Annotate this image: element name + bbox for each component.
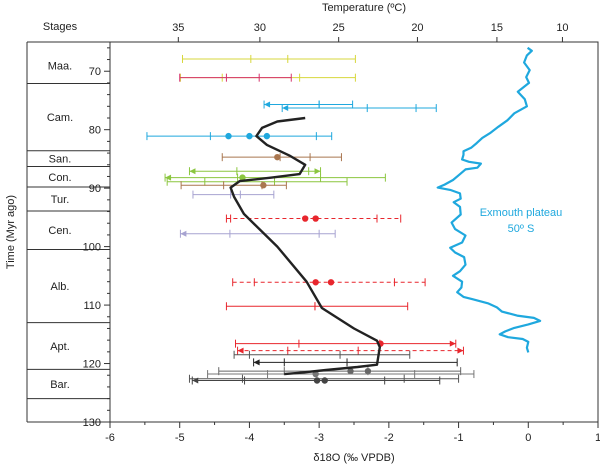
range-dot: [302, 215, 309, 222]
range-dot: [246, 132, 253, 140]
range-bar: [221, 153, 342, 162]
range-arrow-left: [192, 377, 199, 384]
temp-tick-label: 30: [254, 22, 266, 34]
range-bar: [207, 370, 475, 379]
temperature-axis: 35 30 25 20 15 10: [172, 22, 569, 42]
temp-tick-label: 15: [491, 22, 503, 34]
range-bar: [179, 229, 336, 238]
range-bar: [253, 358, 458, 367]
range-arrow-right: [449, 340, 456, 347]
range-dot: [312, 279, 319, 286]
top-axis-title: Temperature (ºC): [322, 2, 406, 14]
y-tick-label: 100: [83, 242, 101, 254]
range-bar: [182, 54, 356, 63]
curves: [229, 46, 542, 376]
range-arrow-left: [253, 359, 260, 366]
stage-label: Maa.: [48, 61, 72, 73]
y-tick-label: 80: [89, 125, 101, 137]
range-bar: [188, 167, 322, 176]
y-axis: 70 80 90 100 110 120 130: [83, 47, 110, 429]
range-bar: [146, 132, 333, 141]
stage-label: San.: [49, 154, 72, 166]
range-arrow-right: [314, 168, 321, 175]
range-bar: [234, 339, 457, 348]
exmouth-plateau-curve: [436, 46, 542, 353]
range-dot: [260, 182, 267, 189]
y-tick-label: 130: [83, 417, 101, 429]
range-bar: [166, 177, 348, 186]
y-tick-label: 90: [89, 183, 101, 195]
range-arrow-left: [189, 168, 196, 175]
stage-label: Cen.: [48, 225, 71, 237]
stage-label: Con.: [48, 172, 71, 184]
stage-column: Stages Maa. Cam. San. Con. Tur. Cen. Alb. Apt. B…: [26, 21, 110, 423]
y-tick-label: 110: [83, 300, 101, 312]
x-tick-label: 0: [525, 432, 531, 444]
range-bar: [263, 100, 354, 109]
range-bar: [179, 73, 292, 82]
x-tick-label: -5: [175, 432, 185, 444]
range-bar: [232, 278, 426, 287]
stage-label: Cam.: [47, 112, 73, 124]
temp-tick-label: 25: [333, 22, 345, 34]
stages-header: Stages: [43, 21, 78, 33]
range-dot: [239, 174, 246, 181]
range-bar: [281, 104, 437, 113]
x-tick-label: -1: [454, 432, 464, 444]
stage-label: Bar.: [50, 379, 70, 391]
x-axis-title: δ18O (‰ VPDB): [313, 452, 394, 464]
x-tick-label: -4: [245, 432, 255, 444]
range-dot: [274, 153, 281, 161]
range-arrow-right: [457, 347, 464, 354]
range-dot: [312, 370, 319, 378]
range-dot: [225, 132, 232, 140]
range-dot: [312, 215, 319, 222]
x-tick-label: 1: [595, 432, 600, 444]
temperature-trend-curve: [229, 116, 381, 376]
x-tick-label: -2: [384, 432, 394, 444]
curve-label-line1: Exmouth plateau: [480, 207, 563, 219]
range-dot: [364, 367, 372, 375]
x-tick-label: -3: [314, 432, 324, 444]
y-tick-label: 120: [83, 359, 101, 371]
x-tick-label: -6: [105, 432, 115, 444]
range-dot: [327, 279, 335, 286]
temp-tick-label: 35: [172, 22, 184, 34]
range-bar: [233, 350, 411, 359]
range-bar: [225, 214, 402, 223]
data-ranges: [146, 54, 475, 385]
temp-tick-label: 10: [556, 22, 568, 34]
range-bar: [191, 376, 441, 385]
stage-label: Tur.: [51, 194, 70, 206]
range-arrow-left: [264, 101, 271, 108]
range-arrow-left: [237, 347, 244, 354]
y-tick-label: 70: [89, 66, 101, 78]
range-dot: [313, 377, 321, 384]
stage-label: Alb.: [51, 281, 70, 293]
stage-label: Apt.: [50, 341, 70, 353]
range-dot: [263, 132, 271, 140]
range-arrow-left: [165, 174, 172, 181]
range-bar: [225, 302, 409, 311]
y-axis-title: Time (Myr ago): [5, 195, 17, 269]
temp-tick-label: 20: [411, 22, 423, 34]
range-bar: [237, 346, 464, 355]
curve-label-line2: 50º S: [508, 223, 535, 235]
range-arrow-left: [282, 105, 289, 112]
range-dot: [347, 367, 354, 375]
range-arrow-left: [180, 230, 187, 237]
range-dot: [321, 377, 328, 384]
x-axis: -6 -5 -4 -3 -2 -1 0 1: [105, 422, 600, 444]
